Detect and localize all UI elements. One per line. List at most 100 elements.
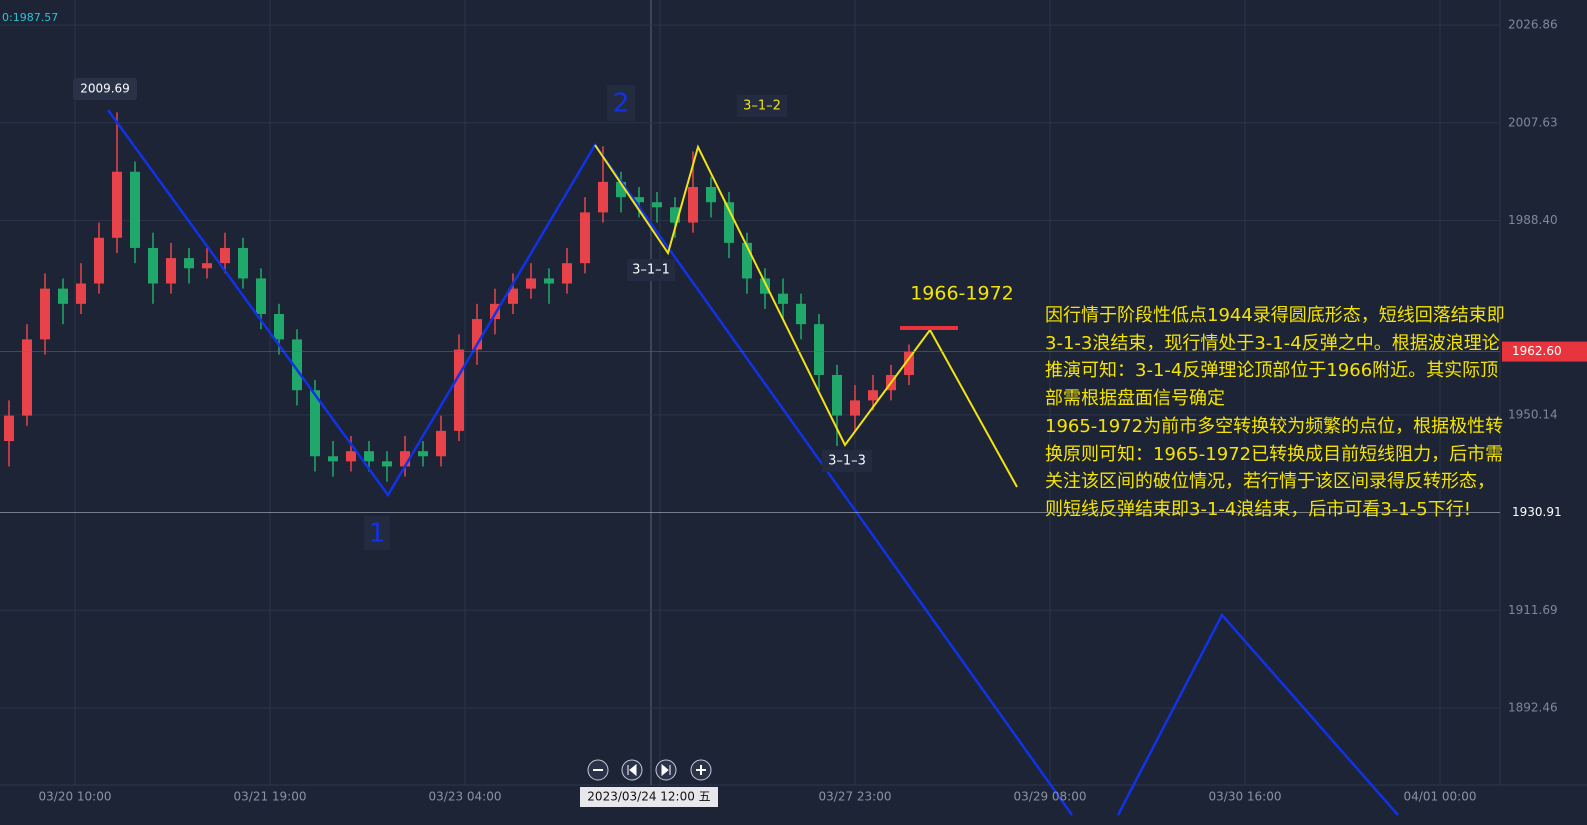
candle-body [724, 202, 734, 243]
candle-body [832, 374, 842, 416]
candle-body [58, 288, 68, 304]
y-tick-label: 1950.14 [1508, 407, 1558, 421]
sub-wave-label: 3–1–2 [743, 99, 781, 114]
candle-body [544, 278, 554, 284]
candle-body [364, 451, 374, 462]
x-tick-label: 03/20 10:00 [39, 790, 112, 804]
zone-label: 1966-1972 [910, 283, 1014, 305]
analysis-line: 因行情于阶段性低点1944录得圆底形态，短线回落结束即 [1045, 305, 1505, 326]
candle-body [346, 451, 356, 462]
icon [696, 765, 706, 775]
candle-body [850, 400, 860, 416]
candle-body [418, 451, 428, 457]
candle-body [220, 247, 230, 264]
x-tick-label: 03/21 19:00 [234, 790, 307, 804]
candle-body [670, 207, 680, 223]
price-tag [1502, 341, 1587, 362]
x-tick-label: 04/01 00:00 [1404, 790, 1477, 804]
candle-body [616, 181, 626, 198]
analysis-line: 则短线反弹结束即3-1-4浪结束，后市可看3-1-5下行! [1045, 498, 1471, 518]
candle-body [184, 258, 194, 269]
label-box [627, 259, 675, 281]
analysis-line: 3-1-3浪结束，现行情处于3-1-4反弹之中。根据波浪理论 [1045, 332, 1500, 354]
y-tick-label: 2026.86 [1508, 18, 1558, 32]
crosshair-time: 2023/03/24 12:00 五 [587, 790, 710, 804]
label-box [364, 516, 390, 550]
icon [661, 763, 671, 777]
candle-body [814, 324, 824, 375]
candle-body [166, 258, 176, 284]
x-tick-label: 03/23 04:00 [429, 790, 502, 804]
candles [4, 112, 914, 482]
candle-body [22, 339, 32, 416]
analysis-line: 部需根据盘面信号确定 [1045, 388, 1225, 410]
wave-line [106, 109, 1074, 816]
sub-wave-label: 3–1–3 [828, 454, 866, 469]
candle-body [382, 461, 392, 467]
y-tick-label: 2007.63 [1508, 115, 1558, 129]
candle-body [472, 319, 482, 350]
candle-body [580, 212, 590, 264]
candle-body [94, 237, 104, 284]
candle-body [490, 303, 500, 320]
y-tick-label: 1892.46 [1508, 700, 1558, 714]
controls [587, 759, 712, 781]
candle-body [634, 197, 644, 203]
sub-wave-line [594, 144, 1018, 488]
candle-body [400, 451, 410, 467]
candle-body [778, 293, 788, 304]
label-box [73, 78, 137, 100]
candle-body [76, 283, 86, 304]
price-tag [1502, 502, 1587, 523]
x-tick-label: 03/27 23:00 [819, 790, 892, 804]
ma-readout: 0:1987.57 [2, 11, 58, 24]
candle-body [796, 303, 806, 325]
candle-body [760, 278, 770, 294]
analysis-line: 1965-1972为前市多空转换较为频繁的点位，根据极性转 [1045, 415, 1504, 437]
wave-label: 2 [613, 89, 630, 119]
candle-body [202, 263, 212, 269]
wave-line [1116, 612, 1399, 816]
icon [627, 763, 637, 777]
analysis-line: 换原则可知：1965-1972已转换成目前短线阻力，后市需 [1045, 443, 1504, 465]
y-tick-label: 1988.40 [1508, 213, 1558, 227]
candle-body [292, 339, 302, 391]
label-box [607, 85, 635, 121]
sub-wave-label: 3–1–1 [632, 263, 670, 278]
analysis-line: 推演可知：3-1-4反弹理论顶部位于1966附近。其实际顶 [1045, 360, 1499, 382]
candle-body [706, 186, 716, 203]
candle-body [652, 202, 662, 208]
price-tag-label: 1930.91 [1512, 505, 1562, 519]
candle-body [688, 186, 698, 223]
drawings [106, 109, 1399, 816]
candle-body [598, 181, 608, 213]
candle-body [40, 288, 50, 340]
wave-label: 1 [369, 519, 386, 549]
x-tick-label: 03/30 16:00 [1209, 790, 1282, 804]
candle-body [868, 390, 878, 401]
candle-body [4, 415, 14, 442]
label-box [822, 450, 872, 472]
crosshair-time-box [580, 787, 718, 807]
candle-body [310, 390, 320, 457]
label-box [737, 95, 787, 117]
candle-body [436, 430, 446, 457]
candle-body [904, 351, 914, 375]
candle-body [454, 349, 464, 431]
candle-body [274, 314, 284, 340]
candle-body [112, 171, 122, 238]
candle-body [508, 288, 518, 304]
candle-body [130, 171, 140, 248]
candle-body [562, 263, 572, 284]
price-tag-label: 1962.60 [1512, 344, 1562, 358]
candle-body [238, 247, 248, 279]
analysis-text: 因行情于阶段性低点1944录得圆底形态，短线回落结束即 3-1-3浪结束，现行情处… [1045, 302, 1550, 518]
analysis-line: 关注该区间的破位情况，若行情于该区间录得反转形态， [1045, 471, 1495, 493]
y-tick-label: 1911.69 [1508, 603, 1558, 617]
candle-body [526, 278, 536, 289]
candle-body [742, 242, 752, 279]
x-tick-label: 03/29 08:00 [1014, 790, 1087, 804]
